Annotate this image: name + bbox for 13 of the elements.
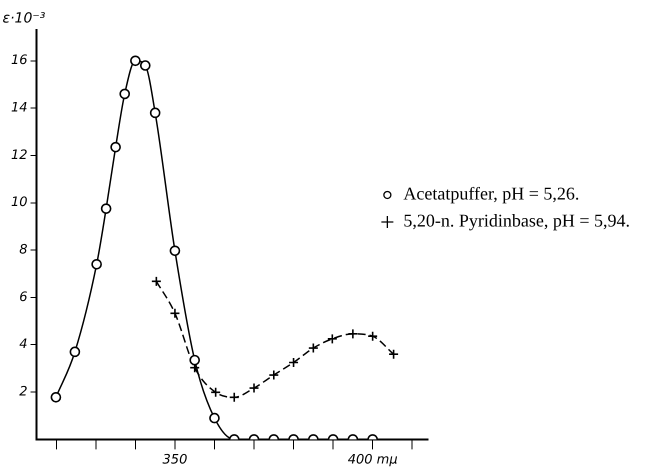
y-tick-label: 6 xyxy=(19,290,28,305)
y-tick-label: 2 xyxy=(19,384,28,400)
y-tick-label: 14 xyxy=(10,100,28,116)
x-tick-label: 400 mμ xyxy=(348,452,398,468)
legend-label: Acetatpuffer, pH = 5,26. xyxy=(403,184,580,204)
y-axis-title: ε·10⁻³ xyxy=(2,10,46,27)
y-tick-label: 4 xyxy=(19,337,28,352)
legend-label: 5,20-n. Pyridinbase, pH = 5,94. xyxy=(403,210,630,231)
y-tick-label: 10 xyxy=(10,195,28,210)
y-tick-label: 8 xyxy=(19,242,28,258)
y-tick-label: 16 xyxy=(10,53,28,68)
y-tick-label: 12 xyxy=(10,148,28,163)
x-tick-label: 350 xyxy=(162,452,188,468)
